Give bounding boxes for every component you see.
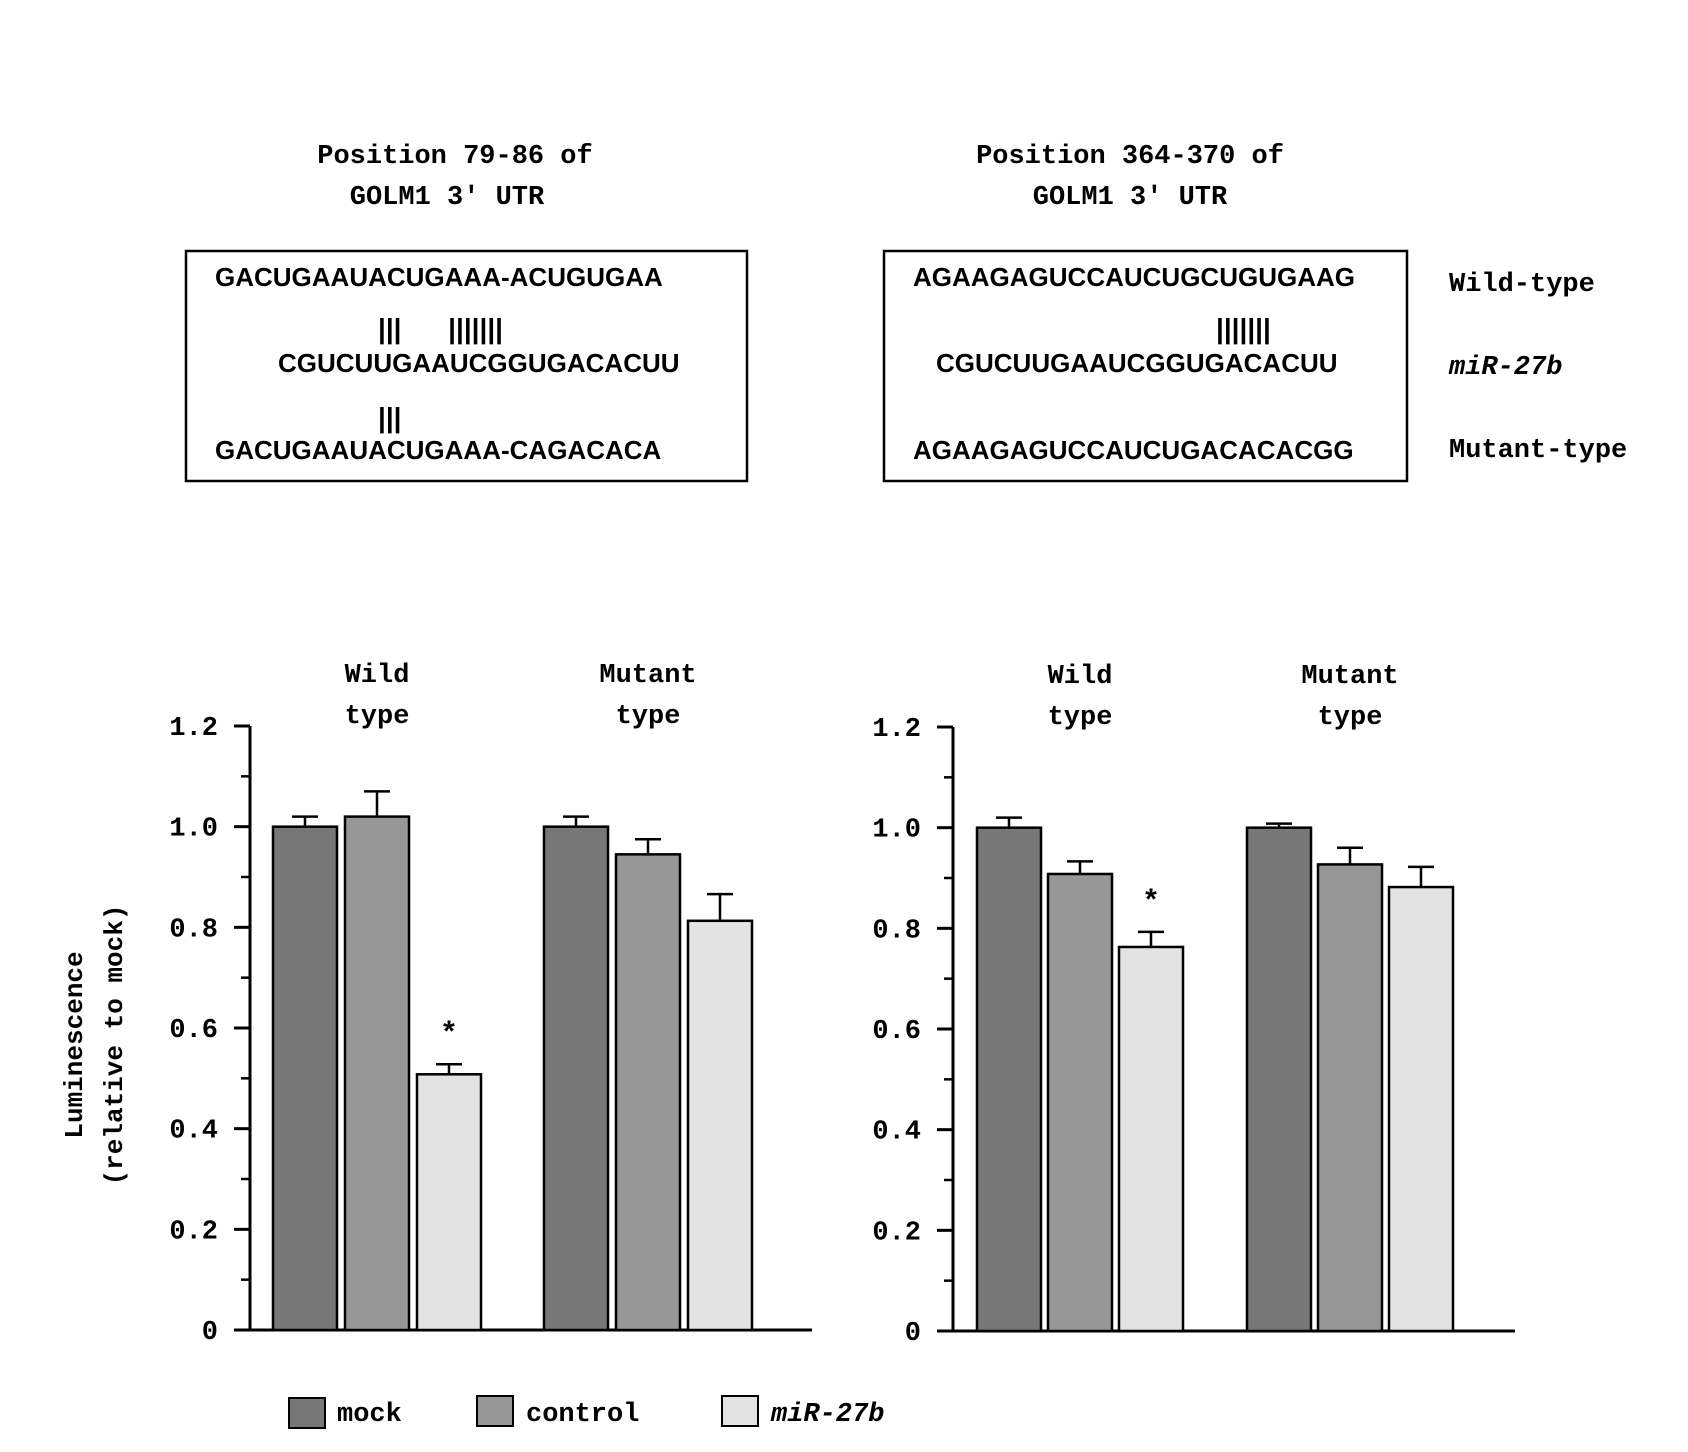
y-tick-label: 1.0 [872,816,921,846]
site-1-mir-seq: CGUCUUGAAUCGGUGACACUU [278,348,680,378]
bar-mir-27b [1117,945,1185,1333]
site-1-wild-seq: GACUGAAUACUGAAA-ACUGUGAA [215,262,663,292]
y-tick-label: 0.8 [169,915,218,945]
bar-mock [975,826,1043,1333]
y-axis-label-line2: (relative to mock) [100,905,130,1186]
significance-asterisk: * [440,1018,458,1052]
site-panel-1: Position 79-86 of GOLM1 3' UTR GACUGAAUA… [184,142,749,483]
row-label-wild: Wild-type [1449,270,1595,300]
group-label-line1: Mutant [1301,662,1398,692]
legend-swatch-mir27b [721,1395,759,1427]
y-tick-label: 0 [905,1319,921,1349]
site-1-box [184,249,749,483]
legend-label-control: control [526,1400,639,1430]
bar-mir-27b [1387,885,1455,1333]
group-label-line1: Wild [1048,662,1113,692]
y-axis-label: Luminescence (relative to mock) [60,905,130,1186]
y-tick-label: 0.2 [872,1218,921,1248]
bar-control [614,853,682,1332]
y-tick-label: 0 [202,1318,218,1348]
y-tick-label: 1.0 [169,815,218,845]
site-panel-2: Position 364-370 of GOLM1 3' UTR AGAAGAG… [882,142,1409,483]
site-1-title-line1: Position 79-86 of [317,142,592,172]
group-label-line2: type [1048,703,1113,733]
site-1-mutant-seq: GACUGAAUACUGAAA-CAGACACA [215,435,662,465]
bar-mir-27b [415,1073,483,1332]
site-2-wild-seq: AGAAGAGUCCAUCUGCUGUGAAG [913,262,1355,292]
legend-label-mir27b: miR-27b [770,1400,884,1430]
chart-left: 0 0.2 0.4 0.6 0.8 1.0 1.2 Wild type Mutant type * [169,661,812,1348]
site-1-title-line2: GOLM1 3' UTR [350,183,545,213]
site-2-title-line2: GOLM1 3' UTR [1033,183,1228,213]
site-1-wild-pairs: ||| ||||||| [378,313,503,344]
row-label-mutant: Mutant-type [1449,436,1627,466]
y-tick-label: 0.8 [872,916,921,946]
bar-mock [271,825,339,1332]
site-2-wild-pairs: ||||||| [1216,313,1271,344]
y-tick-label: 1.2 [872,715,921,745]
chart-right: 0 0.2 0.4 0.6 0.8 1.0 1.2 Wild type Mutant type * [872,662,1515,1349]
site-2-mutant-seq: AGAAGAGUCCAUCUGACACACGG [913,435,1354,465]
group-label-line1: Mutant [599,661,696,691]
legend-swatch-mock [288,1397,326,1429]
y-tick-label: 1.2 [169,714,218,744]
legend-swatch-control [476,1395,514,1427]
group-label-line2: type [1318,703,1383,733]
y-tick-label: 0.4 [872,1118,921,1148]
y-tick-label: 0.6 [169,1016,218,1046]
y-tick-label: 0.4 [169,1117,218,1147]
legend-label-mock: mock [337,1400,402,1430]
site-2-box [882,249,1409,483]
legend: mock control miR-27b [288,1395,884,1430]
bar-mock [1245,826,1313,1333]
group-label-line2: type [616,702,681,732]
bar-control [1046,872,1114,1333]
y-tick-label: 0.6 [872,1017,921,1047]
group-label-line1: Wild [345,661,410,691]
site-2-mir-seq: CGUCUUGAAUCGGUGACACUU [936,348,1338,378]
site-1-mutant-pairs: ||| [378,402,402,433]
bar-control [343,815,411,1332]
y-axis-label-line1: Luminescence [60,951,90,1138]
bar-control [1316,863,1384,1333]
row-label-mir: miR-27b [1448,353,1562,383]
bar-mir-27b [686,919,754,1332]
significance-asterisk: * [1142,886,1160,920]
y-tick-label: 0.2 [169,1217,218,1247]
bar-mock [542,825,610,1332]
group-label-line2: type [345,702,410,732]
site-2-title-line1: Position 364-370 of [976,142,1284,172]
